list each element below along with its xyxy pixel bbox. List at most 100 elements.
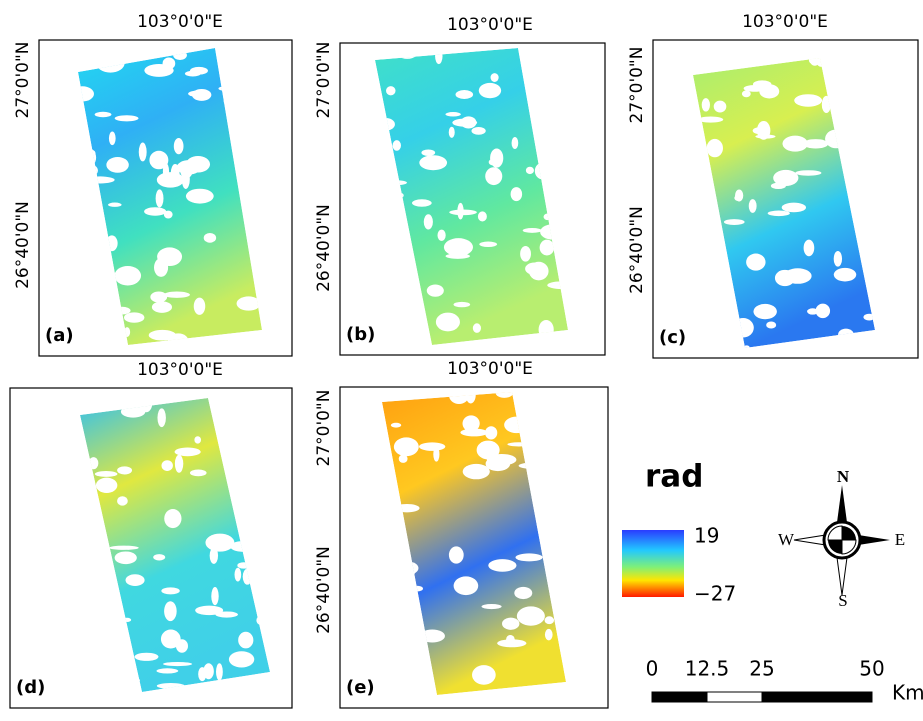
no-data-gap <box>833 267 857 282</box>
no-data-gap <box>245 138 262 151</box>
no-data-gap <box>472 323 481 333</box>
no-data-gap <box>783 268 812 284</box>
no-data-gap <box>766 321 777 329</box>
lat-label: 27°0'0"N <box>314 42 334 119</box>
no-data-gap <box>394 503 420 513</box>
no-data-gap <box>188 90 211 98</box>
no-data-gap <box>151 301 173 313</box>
compass-w: W <box>778 530 795 549</box>
no-data-gap <box>223 95 238 107</box>
compass-n: N <box>837 467 850 486</box>
raster-footprint <box>382 392 566 695</box>
no-data-gap <box>113 306 131 315</box>
scale-segment <box>651 691 708 703</box>
no-data-gap <box>538 319 554 340</box>
no-data-gap <box>727 326 742 338</box>
no-data-gap <box>144 63 174 77</box>
no-data-gap <box>109 545 139 550</box>
no-data-gap <box>114 115 139 122</box>
no-data-gap <box>488 559 517 572</box>
no-data-gap <box>547 281 568 290</box>
no-data-gap <box>156 172 184 188</box>
no-data-gap <box>741 90 751 98</box>
no-data-gap <box>781 202 807 213</box>
panel-frame <box>9 387 293 709</box>
no-data-gap <box>238 631 254 649</box>
no-data-gap <box>117 466 133 475</box>
no-data-gap <box>553 224 568 234</box>
no-data-gap <box>157 408 166 428</box>
map-raster <box>382 392 566 695</box>
no-data-gap <box>448 546 464 564</box>
map-raster <box>78 48 262 345</box>
no-data-gap <box>539 239 555 256</box>
no-data-gap <box>399 561 419 575</box>
lat-label: 27°0'0"N <box>13 42 33 119</box>
no-data-gap <box>525 607 532 622</box>
no-data-gap <box>78 163 98 178</box>
no-data-gap <box>502 617 520 630</box>
no-data-gap <box>831 339 856 348</box>
no-data-gap <box>144 207 167 216</box>
no-data-gap <box>375 137 390 143</box>
lon-label: 103°0'0"E <box>137 360 223 380</box>
no-data-gap <box>392 140 401 151</box>
no-data-gap <box>164 601 177 622</box>
panel-label: (b) <box>346 324 375 345</box>
scale-unit: Km <box>892 681 923 705</box>
no-data-gap <box>185 188 214 204</box>
no-data-gap <box>825 129 847 149</box>
no-data-gap <box>743 345 750 348</box>
no-data-gap <box>471 127 486 135</box>
no-data-gap <box>108 202 122 207</box>
no-data-gap <box>543 213 552 221</box>
no-data-gap <box>242 511 269 523</box>
colorbar-tick-label: −27 <box>694 582 736 606</box>
no-data-gap <box>253 516 270 531</box>
no-data-gap <box>85 176 115 184</box>
no-data-gap <box>181 169 190 189</box>
colorbar-tick-label: 19 <box>694 524 719 548</box>
no-data-gap <box>80 560 94 575</box>
no-data-gap <box>507 442 531 447</box>
no-data-gap <box>375 116 383 126</box>
no-data-gap <box>723 219 745 225</box>
panel-label: (d) <box>16 677 45 698</box>
no-data-gap <box>752 127 765 135</box>
no-data-gap <box>445 112 461 117</box>
no-data-gap <box>155 189 164 208</box>
lat-label: 27°0'0"N <box>314 390 334 467</box>
no-data-gap <box>506 635 515 644</box>
no-data-gap <box>815 303 831 319</box>
no-data-gap <box>701 98 710 112</box>
no-data-gap <box>732 318 754 338</box>
no-data-gap <box>163 210 173 219</box>
no-data-gap <box>198 667 207 682</box>
no-data-gap <box>511 137 519 149</box>
no-data-gap <box>96 53 125 73</box>
map-raster <box>375 48 568 345</box>
no-data-gap <box>195 605 224 616</box>
no-data-gap <box>807 308 819 315</box>
no-data-gap <box>407 645 426 658</box>
no-data-gap <box>398 454 408 463</box>
panel-frame <box>339 42 606 356</box>
scale-segment <box>706 691 763 703</box>
no-data-gap <box>106 235 118 252</box>
no-data-gap <box>386 262 413 267</box>
no-data-gap <box>390 422 402 428</box>
no-data-gap <box>838 328 854 341</box>
no-data-gap <box>452 118 478 127</box>
no-data-gap <box>528 261 549 281</box>
no-data-gap <box>237 562 251 569</box>
no-data-gap <box>465 392 476 404</box>
no-data-gap <box>254 496 270 516</box>
scale-tick-label: 25 <box>749 657 774 681</box>
no-data-gap <box>406 570 415 576</box>
raster-footprint <box>78 48 262 345</box>
lat-label: 27°0'0"N <box>627 47 647 124</box>
no-data-gap <box>522 228 542 233</box>
no-data-gap <box>186 155 211 173</box>
no-data-gap <box>221 400 240 410</box>
scale-tick-label: 12.5 <box>685 657 730 681</box>
